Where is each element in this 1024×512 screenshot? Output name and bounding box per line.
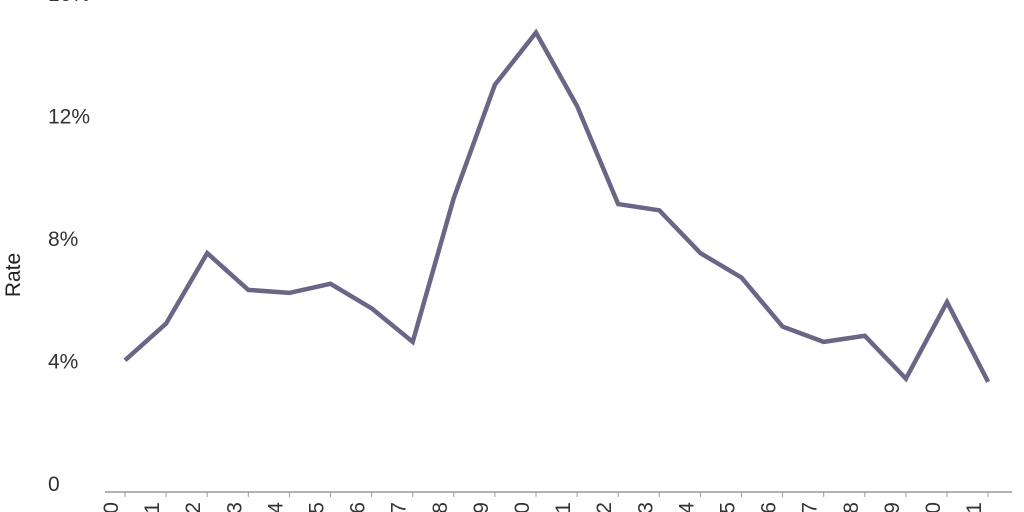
y-axis-title: Rate <box>2 253 25 297</box>
x-tick-label: 2 <box>182 502 205 512</box>
y-tick-label: 16% <box>48 0 90 6</box>
x-tick-label: 0 <box>100 502 123 512</box>
y-tick-label: 0 <box>48 473 60 496</box>
y-tick-label: 4% <box>48 351 78 374</box>
x-tick-label: 4 <box>675 502 698 512</box>
x-tick-label: 6 <box>758 502 781 512</box>
series-line <box>123 28 991 383</box>
x-tick-label: 9 <box>470 502 493 512</box>
x-axis-tick-labels: 0 1 2 3 4 5 6 7 8 9 0 1 2 3 4 5 6 7 8 9 0 1 <box>100 502 986 512</box>
x-tick-label: 9 <box>881 502 904 512</box>
x-tick-label: 4 <box>264 502 287 512</box>
x-tick-label: 3 <box>634 502 657 512</box>
x-tick-label: 8 <box>840 502 863 512</box>
x-tick-label: 7 <box>799 502 822 512</box>
x-tick-label: 1 <box>963 502 986 512</box>
y-tick-label: 8% <box>48 228 78 251</box>
x-tick-label: 1 <box>552 502 575 512</box>
x-tick-label: 6 <box>347 502 370 512</box>
x-tick-label: 0 <box>922 502 945 512</box>
x-tick-label: 1 <box>141 502 164 512</box>
x-tick-label: 3 <box>223 502 246 512</box>
x-tick-label: 7 <box>388 502 411 512</box>
series-layer <box>123 28 991 383</box>
x-tick-label: 5 <box>717 502 740 512</box>
y-tick-label: 12% <box>48 106 90 129</box>
x-tick-label: 2 <box>593 502 616 512</box>
x-tick-label: 8 <box>429 502 452 512</box>
x-axis-ticks <box>124 492 989 497</box>
x-tick-label: 0 <box>511 502 534 512</box>
x-tick-label: 5 <box>306 502 329 512</box>
y-axis-tick-labels: 0 4% 8% 12% 16% <box>48 0 90 496</box>
